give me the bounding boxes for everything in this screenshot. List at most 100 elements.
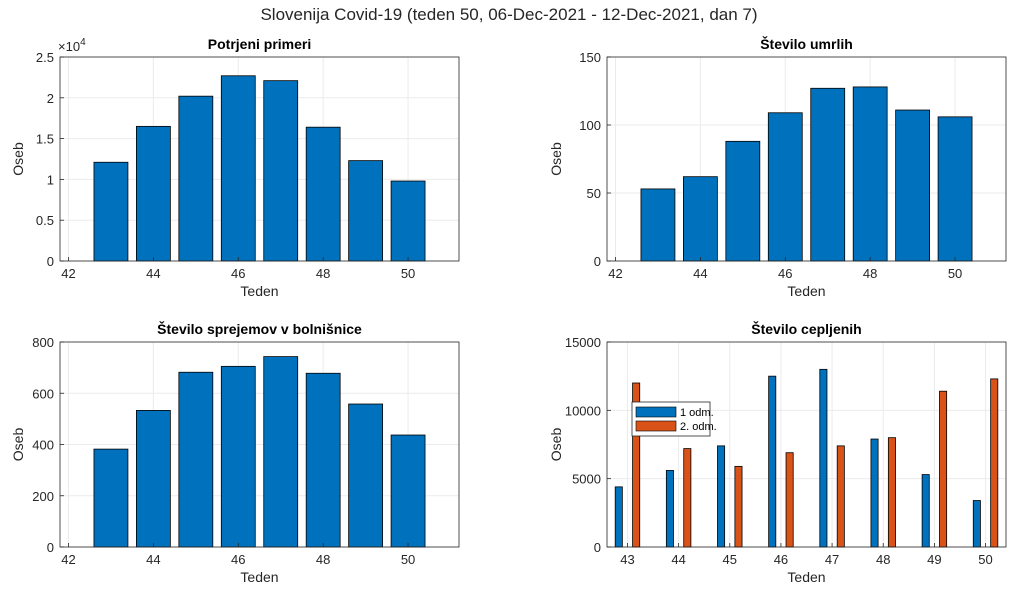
y-tick-label: 100	[579, 118, 601, 133]
x-tick-label: 50	[401, 552, 415, 567]
bar	[263, 356, 299, 548]
x-tick-label: 50	[401, 266, 415, 281]
x-tick-label: 42	[608, 266, 622, 281]
bar	[305, 372, 341, 548]
x-tick-label: 46	[774, 552, 788, 567]
bar	[263, 80, 299, 262]
y-exponent-label: ×104	[58, 37, 86, 54]
x-axis-label: Teden	[787, 569, 825, 585]
bar-dose2	[836, 445, 845, 548]
bar	[220, 365, 256, 548]
bar	[937, 116, 973, 262]
subplot-title: Število sprejemov v bolnišnice	[157, 320, 362, 337]
bar	[683, 176, 718, 262]
y-tick-label: 200	[32, 489, 54, 504]
x-tick-label: 48	[316, 552, 330, 567]
bar	[767, 112, 803, 262]
bar	[810, 87, 846, 262]
bar-dose1	[768, 375, 777, 548]
bar	[348, 160, 383, 262]
x-tick-label: 43	[620, 552, 634, 567]
bar	[220, 75, 256, 262]
axes-box	[606, 56, 1007, 262]
bar-dose2	[734, 465, 743, 548]
subplot-title: Potrjeni primeri	[208, 36, 311, 52]
legend-swatch	[635, 406, 677, 418]
y-tick-label: 0.5	[36, 213, 54, 228]
bar-dose2	[990, 378, 999, 548]
y-axis-label: Oseb	[548, 142, 564, 176]
x-tick-label: 48	[863, 266, 877, 281]
bar-dose1	[972, 500, 981, 548]
bar	[852, 86, 888, 262]
bar-dose1	[717, 445, 726, 548]
x-tick-label: 44	[146, 552, 160, 567]
legend-swatch	[635, 420, 677, 432]
x-tick-label: 46	[778, 266, 792, 281]
y-tick-label: 15000	[565, 335, 601, 350]
bar-dose1	[921, 474, 930, 548]
y-tick-label: 5000	[572, 472, 601, 487]
x-tick-label: 48	[316, 266, 330, 281]
subplot-2: 42 44 46 48 50 0 50 100 150 Število umrlih Teden Os…	[548, 35, 1007, 299]
subplot-title: Število umrlih	[760, 35, 853, 52]
bar	[178, 371, 214, 548]
y-tick-label: 150	[579, 50, 601, 65]
bar-dose1	[614, 486, 623, 548]
y-tick-label: 2	[47, 91, 54, 106]
x-tick-label: 49	[927, 552, 941, 567]
subplot-title: Število cepljenih	[751, 320, 861, 337]
bar	[178, 95, 214, 262]
bar	[390, 180, 426, 262]
y-tick-label: 0	[47, 254, 54, 269]
y-tick-label: 1	[47, 172, 54, 187]
subplot-4: 43 44 45 46 47 48 49 50 0 5000 10000 15000 Število c…	[548, 320, 1007, 585]
y-tick-label: 400	[32, 438, 54, 453]
x-tick-label: 48	[876, 552, 890, 567]
bar	[895, 109, 930, 262]
bar	[93, 448, 129, 548]
x-tick-label: 45	[723, 552, 737, 567]
x-tick-label: 47	[825, 552, 839, 567]
x-tick-label: 46	[231, 552, 245, 567]
legend-label: 1 odm.	[680, 407, 714, 419]
x-tick-label: 44	[693, 266, 707, 281]
x-tick-label: 44	[146, 266, 160, 281]
x-tick-label: 44	[671, 552, 685, 567]
x-tick-label: 46	[231, 266, 245, 281]
bar-dose1	[819, 368, 828, 548]
bar-dose2	[887, 437, 896, 548]
x-axis-label: Teden	[787, 283, 825, 299]
axes-box	[59, 56, 460, 262]
subplot-1: 42 44 46 48 50 0 0.5 1 1.5 2 2.5 Potrjeni primeri Te…	[10, 36, 460, 299]
bar	[136, 125, 171, 262]
bar	[390, 434, 426, 548]
bar-dose2	[785, 452, 794, 548]
x-tick-label: 50	[978, 552, 992, 567]
y-tick-label: 0	[47, 540, 54, 555]
y-axis-label: Oseb	[10, 428, 26, 462]
bar	[305, 126, 341, 262]
bar	[640, 188, 676, 262]
y-tick-label: 0	[594, 254, 601, 269]
bar	[725, 140, 761, 262]
x-axis-label: Teden	[240, 283, 278, 299]
bar	[136, 410, 171, 548]
y-tick-label: 2.5	[36, 50, 54, 65]
legend-label: 2. odm.	[680, 421, 717, 433]
y-tick-label: 1.5	[36, 132, 54, 147]
x-tick-label: 42	[61, 266, 75, 281]
figure-title: Slovenija Covid-19 (teden 50, 06-Dec-202…	[260, 5, 758, 24]
y-tick-label: 600	[32, 386, 54, 401]
bar-dose1	[870, 438, 879, 548]
y-tick-label: 10000	[565, 403, 601, 418]
bar	[348, 403, 383, 548]
bar	[93, 161, 129, 262]
bar-dose2	[683, 448, 692, 548]
y-tick-label: 0	[594, 540, 601, 555]
y-axis-label: Oseb	[548, 428, 564, 462]
axes-box	[606, 341, 1007, 548]
x-axis-label: Teden	[240, 569, 278, 585]
